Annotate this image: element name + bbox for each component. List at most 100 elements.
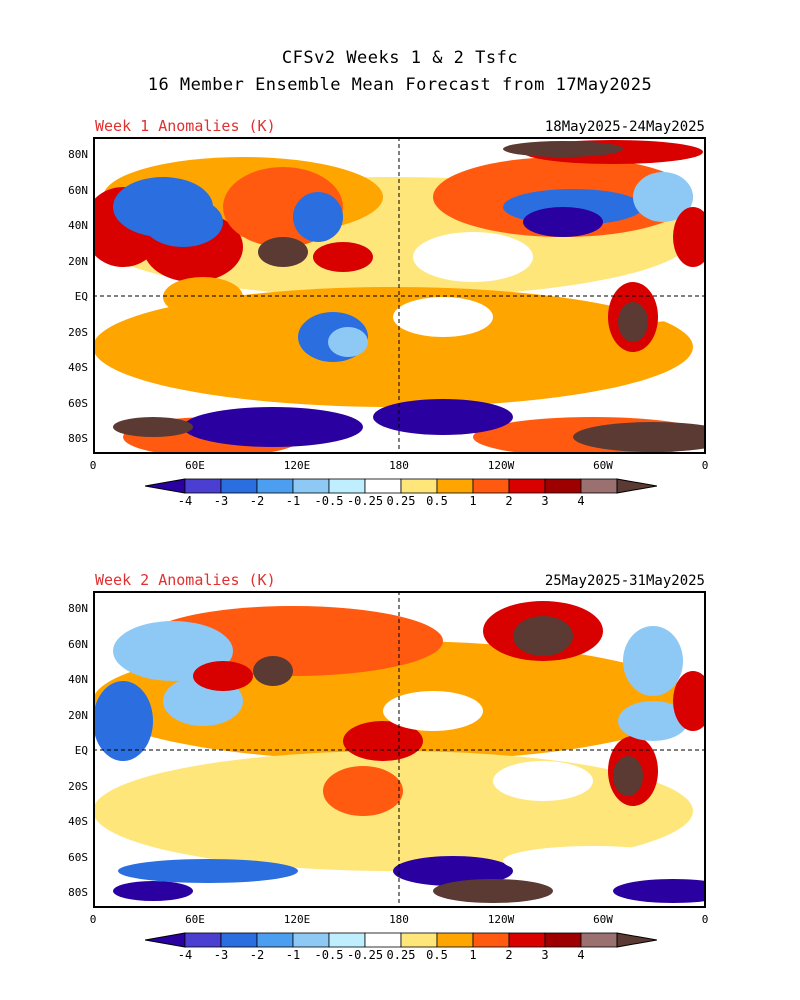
panel-1-map (93, 137, 706, 454)
colorbar-label: 3 (541, 494, 549, 508)
colorbar-segment (544, 932, 582, 948)
anomaly-region (118, 859, 298, 883)
colorbar-label: 1 (469, 494, 477, 508)
colorbar-label: 1 (469, 948, 477, 962)
anomaly-region (618, 302, 648, 342)
colorbar-segment (364, 932, 402, 948)
lat-tick-label: 40S (68, 815, 88, 828)
lon-tick-label: 120W (487, 459, 515, 472)
colorbar-label: 0.25 (386, 948, 416, 962)
lon-tick-label: 0 (701, 459, 709, 472)
colorbar-segment (544, 478, 582, 494)
lon-tick-label: 0 (89, 913, 97, 926)
colorbar-label: -1 (285, 494, 301, 508)
colorbar-segment (256, 932, 294, 948)
anomaly-region (618, 701, 688, 741)
anomaly-region (183, 407, 363, 447)
anomaly-region (573, 422, 706, 452)
anomaly-region (503, 846, 683, 876)
colorbar-segment (472, 932, 510, 948)
panel-2-colorbar (145, 932, 657, 948)
colorbar-label: -3 (213, 948, 229, 962)
anomaly-region (513, 616, 573, 656)
colorbar-segment (184, 932, 222, 948)
lat-tick-label: 60N (68, 183, 88, 197)
colorbar-segment (292, 932, 330, 948)
panel-2-title: Week 2 Anomalies (K) (95, 571, 276, 589)
anomaly-region (383, 691, 483, 731)
colorbar-segment (472, 478, 510, 494)
lat-tick-label: EQ (74, 290, 88, 303)
colorbar-segment (580, 932, 618, 948)
colorbar-segment (436, 478, 474, 494)
anomaly-region (313, 242, 373, 272)
colorbar-segment (508, 932, 546, 948)
anomaly-region (93, 287, 693, 407)
colorbar-segment (328, 478, 366, 494)
lat-tick-label: 60N (68, 637, 88, 651)
lat-tick-label: 80N (68, 148, 88, 161)
lon-tick-label: 60W (593, 913, 613, 926)
colorbar-segment (580, 478, 618, 494)
colorbar-label: 3 (541, 948, 549, 962)
colorbar-segment (220, 932, 258, 948)
lat-tick-label: EQ (74, 744, 88, 757)
anomaly-region (293, 192, 343, 242)
panel-1-colorbar (145, 478, 657, 494)
lat-tick-label: 20S (68, 325, 88, 339)
lat-tick-label: 20S (68, 779, 88, 793)
anomaly-region (413, 232, 533, 282)
anomaly-region (93, 681, 153, 761)
lat-tick-label: 80N (68, 602, 88, 615)
anomaly-region (373, 399, 513, 435)
panel-1-title: Week 1 Anomalies (K) (95, 117, 276, 135)
lat-tick-label: 40N (68, 219, 88, 232)
colorbar-label: -0.25 (346, 948, 384, 962)
anomaly-region (393, 297, 493, 337)
anomaly-region (323, 766, 403, 816)
colorbar-label: 4 (577, 494, 585, 508)
colorbar-label: -0.5 (314, 494, 344, 508)
colorbar-segment (400, 478, 438, 494)
colorbar-label: -3 (213, 494, 229, 508)
chart-title: CFSv2 Weeks 1 & 2 Tsfc (281, 48, 519, 68)
anomaly-region (633, 172, 693, 222)
lat-tick-label: 60S (68, 850, 88, 864)
colorbar-label: -0.25 (346, 494, 384, 508)
map-frame (93, 591, 706, 908)
anomaly-region (673, 671, 706, 731)
colorbar-segment (256, 478, 294, 494)
panel-1-dates: 18May2025-24May2025 (544, 119, 705, 135)
colorbar-label: -2 (249, 948, 265, 962)
colorbar-segment (328, 932, 366, 948)
colorbar-min-arrow (145, 932, 186, 948)
chart-subtitle: 16 Member Ensemble Mean Forecast from 17… (147, 75, 653, 95)
colorbar-segment (184, 478, 222, 494)
lon-tick-label: 120E (283, 459, 311, 472)
colorbar-label: -1 (285, 948, 301, 962)
anomaly-region (143, 197, 223, 247)
colorbar-label: 0.25 (386, 494, 416, 508)
anomaly-region (113, 881, 193, 901)
colorbar-label: 0.5 (426, 948, 448, 962)
colorbar-segment (436, 932, 474, 948)
lon-tick-label: 60E (185, 459, 205, 472)
anomaly-region (673, 207, 706, 267)
lon-tick-label: 60W (593, 459, 613, 472)
lon-tick-label: 120E (283, 913, 311, 926)
lat-tick-label: 60S (68, 396, 88, 410)
anomaly-region (623, 626, 683, 696)
panel-2-map (93, 591, 706, 908)
lat-tick-label: 40S (68, 361, 88, 374)
colorbar-segment (220, 478, 258, 494)
lon-tick-label: 120W (487, 913, 515, 926)
colorbar-min-arrow (145, 478, 186, 494)
anomaly-region (113, 417, 193, 437)
colorbar-label: 2 (505, 948, 513, 962)
anomaly-region (613, 756, 643, 796)
lon-tick-label: 0 (89, 459, 97, 472)
anomaly-region (523, 207, 603, 237)
colorbar-label: 2 (505, 494, 513, 508)
anomaly-region (253, 656, 293, 686)
anomaly-region (393, 856, 513, 886)
